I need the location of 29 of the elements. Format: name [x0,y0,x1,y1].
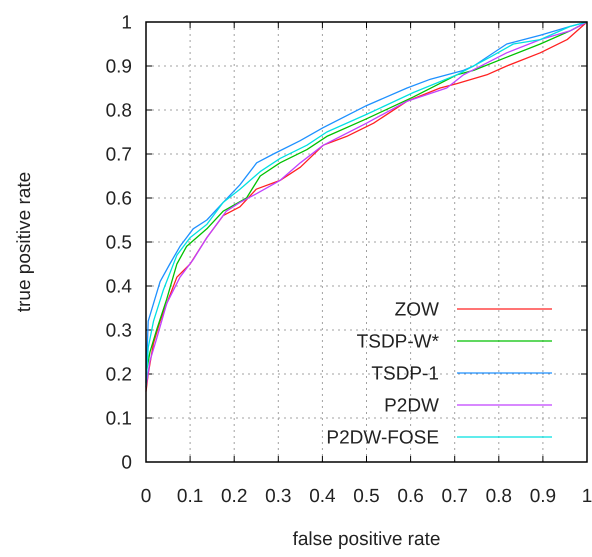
x-tick-label: 0.7 [441,486,468,507]
y-tick-label: 0.6 [106,188,132,210]
y-tick-label: 0.8 [106,100,132,122]
x-tick-label: 0.6 [397,486,424,507]
x-tick-label: 0.3 [265,486,292,507]
y-tick-label: 0.5 [106,232,132,254]
y-tick-label: 0.4 [106,276,132,298]
x-tick-label: 0.5 [353,486,380,507]
legend-label: P2DW [384,396,440,417]
x-tick-label: 0.9 [530,486,556,507]
y-tick-label: 0.1 [106,408,132,430]
legend-label: TSDP-1 [371,364,439,385]
x-axis-title: false positive rate [292,529,440,550]
legend-label: ZOW [394,300,440,321]
y-tick-label: 0.9 [106,56,132,78]
x-tick-label: 0.4 [309,486,336,507]
legend-label: P2DW-FOSE [326,428,439,449]
x-tick-label: 0 [140,486,152,507]
y-tick-label: 0.7 [106,144,132,166]
y-axis-title: true positive rate [14,172,35,312]
y-tick-label: 0 [121,452,132,474]
x-tick-label: 0.8 [486,486,512,507]
y-tick-label: 0.3 [106,320,132,342]
y-tick-label: 0.2 [106,364,132,386]
x-tick-label: 0.2 [220,486,248,507]
x-tick-label: 0.1 [176,486,204,507]
legend-label: TSDP-W* [356,332,440,353]
y-tick-label: 1 [121,12,132,34]
x-tick-label: 1 [582,486,592,507]
